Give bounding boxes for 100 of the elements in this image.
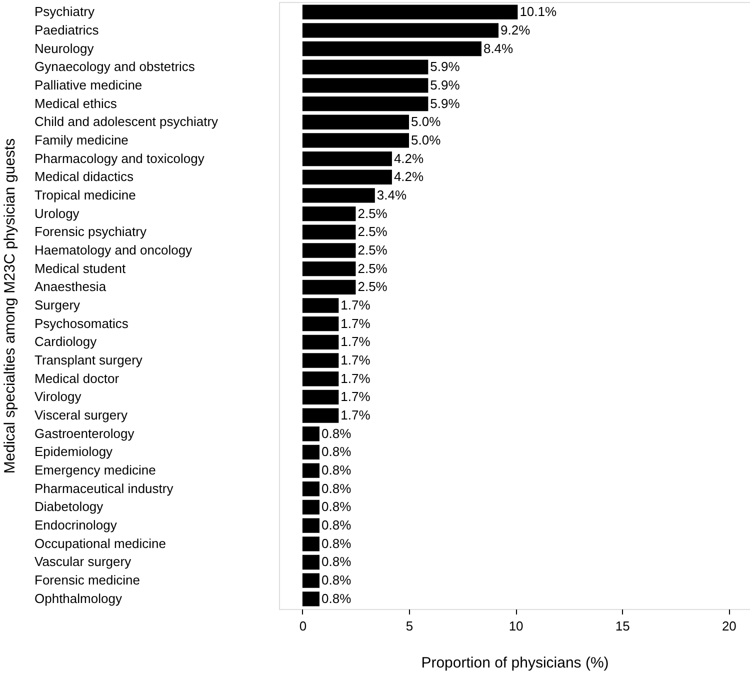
y-tick-label: Pharmacology and toxicology [34,150,205,166]
y-tick-label: Gynaecology and obstetrics [34,59,196,74]
bar [302,114,410,130]
y-tick-label: Surgery [34,298,81,312]
y-tick-label: Urology [34,206,80,221]
y-tick-label: Diabetology [34,499,104,514]
bar [302,133,410,148]
bar [302,96,428,112]
data-label: 0.8% [321,572,352,588]
bar [302,23,499,38]
data-label: 0.8% [321,499,352,514]
y-tick-label: Forensic medicine [34,572,140,588]
bar [302,280,356,294]
x-tick-label: 5 [406,618,414,634]
data-label: 2.5% [358,242,388,258]
y-tick-label: Palliative medicine [34,77,142,92]
bar [302,78,428,93]
data-label: 10.1% [520,4,557,20]
bar [302,60,428,74]
data-label: 5.9% [430,77,460,92]
bar [302,188,375,203]
y-tick-label: Paediatrics [34,22,100,38]
data-label: 1.7% [340,389,371,404]
bar [302,372,339,386]
bar [302,390,339,405]
data-label: 5.0% [411,132,442,148]
data-label: 2.5% [358,279,388,294]
bar [302,151,392,166]
bar [302,243,356,258]
data-label: 1.7% [340,334,371,350]
bar [302,224,356,240]
y-tick-label: Gastroenterology [34,426,135,441]
bar [302,573,320,588]
y-tick-label: Psychiatry [34,4,95,20]
bar [302,353,339,368]
data-label: 2.5% [358,260,388,276]
bar [302,444,320,460]
bar [302,408,339,423]
data-label: 0.8% [321,444,352,460]
data-label: 4.2% [394,169,424,184]
data-label: 1.7% [340,352,371,368]
x-tick-label: 0 [299,618,307,634]
data-label: 0.8% [321,536,352,551]
y-tick-label: Tropical medicine [34,187,136,202]
data-label: 1.7% [340,316,371,331]
data-label: 2.5% [358,224,388,240]
data-label: 8.4% [483,40,514,56]
y-tick-label: Visceral surgery [34,408,128,423]
data-label: 3.4% [376,187,407,202]
bar [302,536,320,552]
bar [302,592,320,606]
y-tick-label: Family medicine [34,132,128,148]
y-tick-label: Vascular surgery [34,554,132,570]
data-label: 1.7% [340,370,371,386]
data-label: 0.8% [321,462,352,478]
bar [302,482,320,496]
y-tick-label: Anaesthesia [34,279,107,294]
y-axis-title: Medical specialties among M23C physician guests [2,138,18,474]
y-tick-label: Virology [34,389,82,404]
data-label: 4.2% [394,150,424,166]
bar [302,41,482,56]
x-tick-label: 15 [615,618,630,634]
data-label: 5.9% [430,96,460,111]
y-tick-label: Forensic psychiatry [34,224,147,240]
x-tick-label: 20 [722,618,736,634]
y-tick-label: Medical student [34,260,126,276]
bar [302,554,320,570]
data-label: 0.8% [321,480,352,496]
y-tick-label: Medical ethics [34,96,118,111]
bar [302,316,339,332]
y-tick-label: Medical doctor [34,370,120,386]
bar [302,206,356,222]
data-label: 9.2% [500,22,531,38]
y-tick-label: Occupational medicine [34,536,166,551]
y-tick-label: Cardiology [34,334,98,350]
data-label: 0.8% [321,426,352,441]
bar [302,261,356,276]
data-label: 0.8% [321,554,352,570]
y-tick-label: Ophthalmology [34,590,122,606]
data-label: 2.5% [358,206,388,221]
data-label: 1.7% [340,408,371,423]
y-tick-label: Medical didactics [34,169,134,184]
bar [302,334,339,350]
bar [302,518,320,533]
y-tick-label: Emergency medicine [34,462,156,478]
bar [302,500,320,515]
data-label: 1.7% [340,298,371,312]
bar [302,170,392,184]
data-label: 5.9% [430,59,460,74]
y-tick-label: Endocrinology [34,518,118,533]
bar [302,426,320,442]
y-tick-label: Haematology and oncology [34,242,193,258]
bar [302,463,320,478]
x-axis-title: Proportion of physicians (%) [421,654,609,672]
bar [302,4,518,20]
y-tick-label: Epidemiology [34,444,114,460]
y-tick-label: Pharmaceutical industry [34,480,174,496]
bar [302,298,339,313]
data-label: 0.8% [321,590,352,606]
y-tick-label: Psychosomatics [34,316,129,331]
